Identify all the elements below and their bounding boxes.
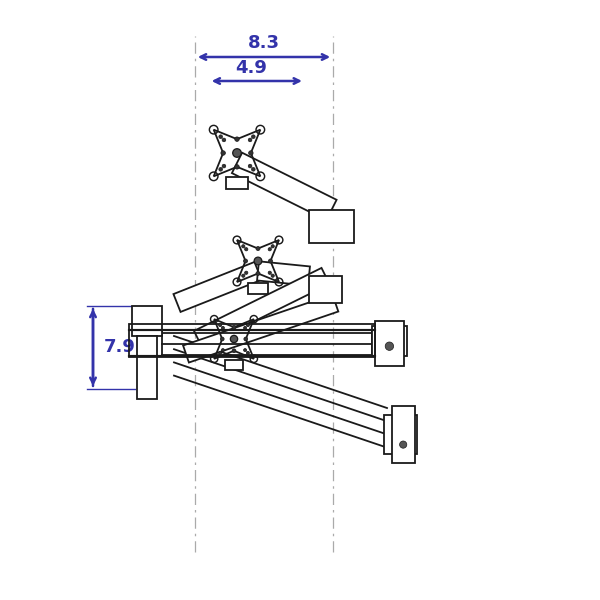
Circle shape <box>271 274 274 277</box>
Circle shape <box>221 326 224 329</box>
Circle shape <box>221 151 226 155</box>
Circle shape <box>254 257 262 265</box>
Bar <box>384 415 417 454</box>
Circle shape <box>245 271 248 274</box>
Circle shape <box>271 245 274 248</box>
Circle shape <box>232 349 236 353</box>
Text: 7.9: 7.9 <box>104 338 136 356</box>
Polygon shape <box>173 262 262 312</box>
Circle shape <box>218 352 221 355</box>
Circle shape <box>222 164 226 168</box>
Polygon shape <box>194 268 329 347</box>
Bar <box>372 326 407 356</box>
Circle shape <box>247 352 250 355</box>
Polygon shape <box>232 152 337 220</box>
Circle shape <box>221 349 224 352</box>
Circle shape <box>251 135 255 139</box>
Circle shape <box>247 323 250 326</box>
Circle shape <box>385 342 394 350</box>
Circle shape <box>248 164 252 168</box>
Polygon shape <box>257 262 310 286</box>
Circle shape <box>248 138 252 142</box>
Circle shape <box>248 151 253 155</box>
Polygon shape <box>183 295 338 362</box>
Circle shape <box>218 323 221 326</box>
Circle shape <box>242 245 245 248</box>
Bar <box>309 210 354 243</box>
Circle shape <box>233 149 241 157</box>
Circle shape <box>256 247 260 251</box>
Circle shape <box>219 135 223 139</box>
Circle shape <box>235 164 239 169</box>
Circle shape <box>268 259 272 263</box>
Circle shape <box>245 248 248 251</box>
Bar <box>226 177 248 189</box>
Circle shape <box>220 337 224 341</box>
Bar <box>375 321 404 366</box>
Circle shape <box>235 137 239 142</box>
Circle shape <box>244 349 247 352</box>
Text: 4.9: 4.9 <box>235 59 267 77</box>
Circle shape <box>400 441 407 448</box>
Circle shape <box>251 167 255 171</box>
Circle shape <box>230 335 238 343</box>
Bar <box>137 336 157 399</box>
Circle shape <box>268 271 271 274</box>
Bar <box>392 406 415 463</box>
Bar <box>132 306 162 336</box>
Circle shape <box>268 248 271 251</box>
Bar <box>225 361 243 370</box>
Circle shape <box>222 138 226 142</box>
Circle shape <box>256 271 260 275</box>
Circle shape <box>219 167 223 171</box>
Circle shape <box>244 337 248 341</box>
Bar <box>248 283 268 294</box>
Circle shape <box>242 274 245 277</box>
Text: 8.3: 8.3 <box>248 34 280 52</box>
Circle shape <box>244 326 247 329</box>
Circle shape <box>232 325 236 329</box>
Bar <box>129 324 375 357</box>
Circle shape <box>244 259 248 263</box>
Bar <box>309 276 342 303</box>
